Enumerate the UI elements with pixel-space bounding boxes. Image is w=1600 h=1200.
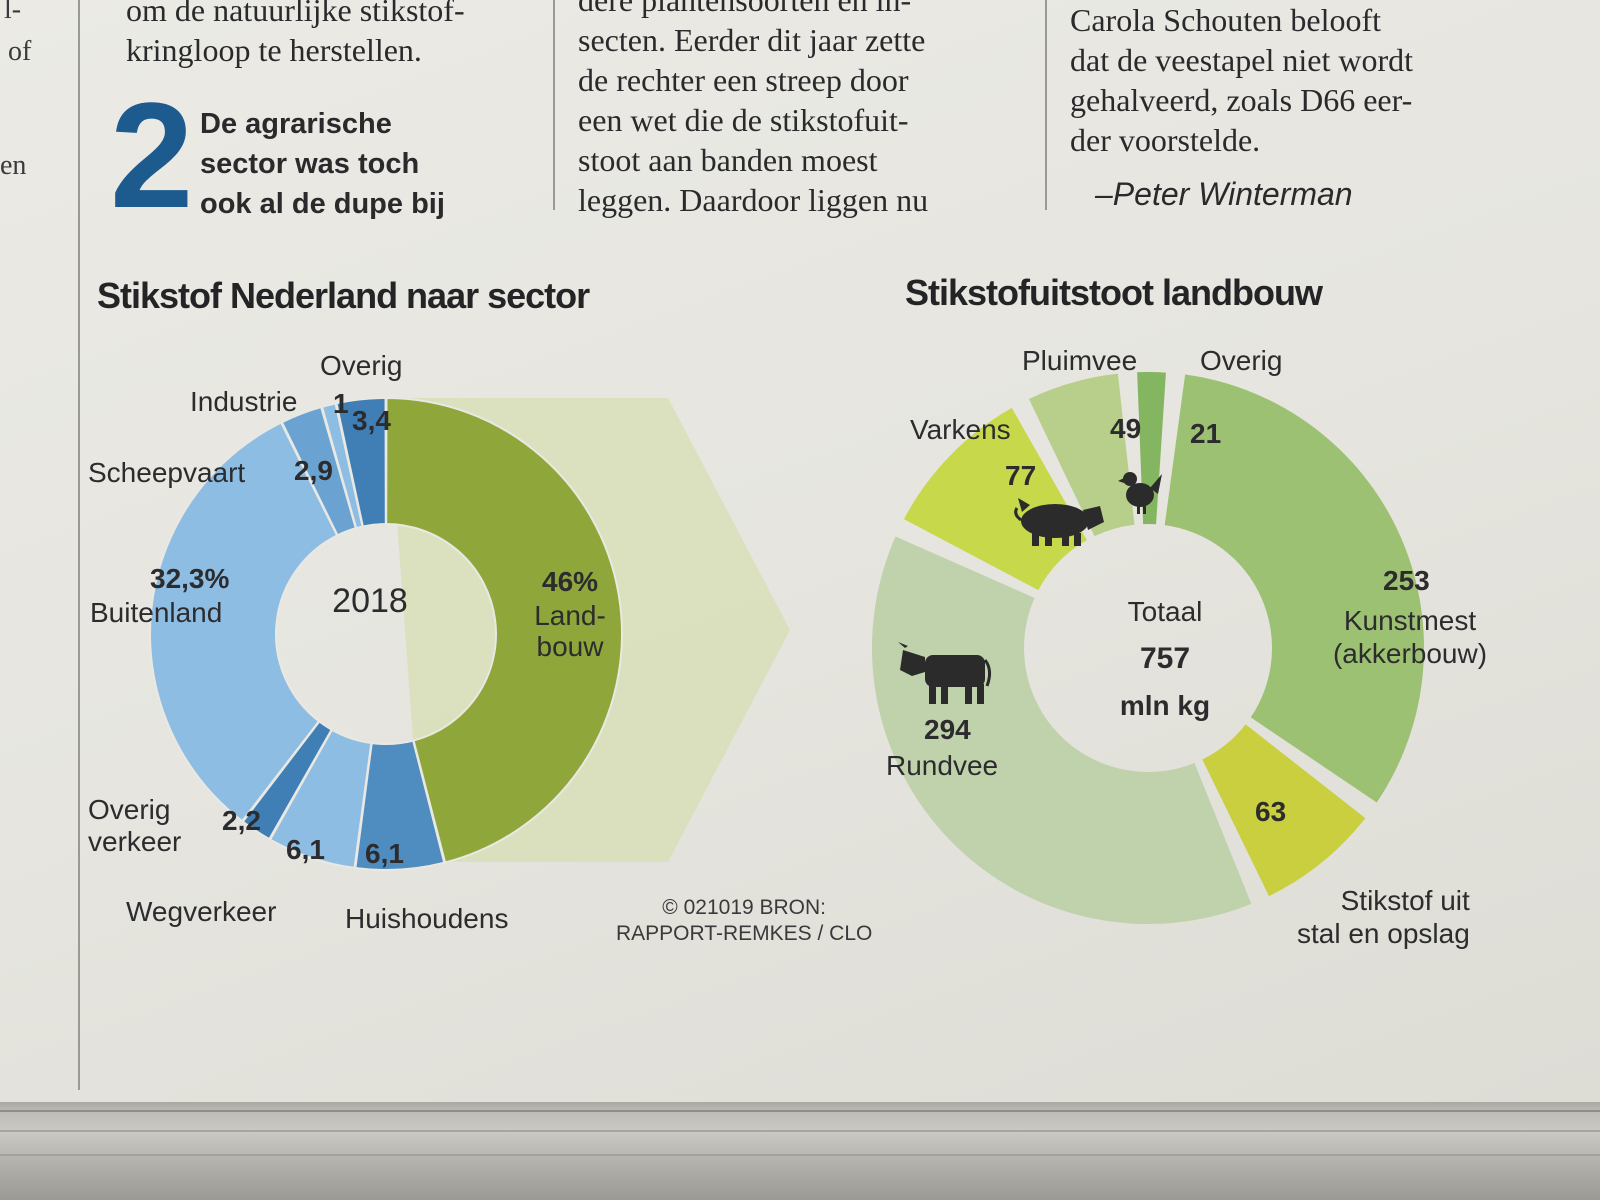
category-label-overig-landbouw: Overig bbox=[1200, 345, 1283, 376]
category-label-huishoudens: Huishoudens bbox=[345, 903, 509, 934]
value-label-rundvee: 294 bbox=[924, 714, 971, 745]
value-label-buitenland: 32,3% bbox=[150, 563, 230, 594]
chart-title-sector: Stikstof Nederland naar sector bbox=[97, 275, 590, 316]
cow-icon bbox=[898, 642, 992, 704]
value-label-overig-landbouw: 21 bbox=[1190, 418, 1222, 449]
chicken-icon bbox=[1118, 472, 1162, 514]
donut-chart-landbouw bbox=[872, 372, 1425, 924]
text-line: om de natuurlijke stikstof- bbox=[126, 0, 465, 28]
text-line: De agrarische bbox=[200, 108, 392, 140]
donut-slice-pluimvee bbox=[1028, 373, 1135, 537]
article-column-1: om de natuurlijke stikstof- kringloop te… bbox=[126, 0, 465, 70]
paper-stack-edge bbox=[0, 1102, 1600, 1200]
value-label-landbouw: 46% bbox=[542, 566, 599, 597]
category-label-kunstmest: Kunstmest (akkerbouw) bbox=[1332, 605, 1488, 669]
donut1-center-label: 2018 bbox=[332, 582, 408, 620]
value-label-pluimvee: 49 bbox=[1110, 413, 1142, 444]
text-fragment: en bbox=[0, 150, 27, 181]
text-line: stoot aan banden moest bbox=[578, 142, 878, 178]
donut-slice-buitenland bbox=[149, 421, 339, 823]
edge-line bbox=[0, 1110, 1600, 1112]
article-column-2: dere plantensoorten en in- secten. Eerde… bbox=[578, 0, 928, 220]
text-line: de rechter een streep door bbox=[578, 62, 909, 98]
donut2-center-title: Totaal bbox=[1127, 596, 1203, 627]
donut-slice-landbouw bbox=[385, 396, 623, 864]
edge-line bbox=[0, 1154, 1600, 1156]
column-rule bbox=[1045, 0, 1047, 210]
text-line: leggen. Daardoor liggen nu bbox=[578, 182, 929, 218]
callout-text: De agrarische sector was toch ook al de … bbox=[200, 104, 445, 224]
pig-icon bbox=[1014, 498, 1104, 546]
donut-chart-sector bbox=[149, 396, 623, 871]
text-fragment: l- bbox=[4, 0, 22, 25]
value-label-scheepvaart: 2,9 bbox=[294, 455, 333, 486]
donut-slice-kunstmest bbox=[1164, 374, 1425, 803]
text-line: een wet die de stikstofuit- bbox=[578, 102, 909, 138]
donut-slice-overig bbox=[335, 396, 387, 528]
category-label-pluimvee: Pluimvee bbox=[1022, 345, 1138, 376]
value-label-overig-verkeer: 2,2 bbox=[222, 805, 261, 836]
article-column-3: Carola Schouten belooft dat de veestapel… bbox=[1070, 0, 1413, 160]
value-label-stal: 63 bbox=[1255, 796, 1287, 827]
text-line: Carola Schouten belooft bbox=[1070, 2, 1382, 38]
value-label-huishoudens: 6,1 bbox=[365, 838, 404, 869]
chart-title-landbouw: Stikstofuitstoot landbouw bbox=[905, 272, 1323, 313]
donut2-center-total: 757 bbox=[1139, 642, 1191, 675]
text-fragment: of bbox=[8, 36, 32, 67]
source-credit: © 021019 BRON: RAPPORT-REMKES / CLO bbox=[616, 895, 872, 947]
source-line: © 021019 BRON: bbox=[662, 896, 827, 919]
text-line: ook al de dupe bij bbox=[200, 188, 445, 220]
value-label-industrie: 1 bbox=[333, 388, 349, 419]
donut-slice-stal bbox=[1202, 724, 1366, 897]
donut-slice-rundvee bbox=[872, 536, 1252, 924]
category-label-industrie: Industrie bbox=[190, 386, 298, 417]
text-line: dere plantensoorten en in- bbox=[578, 0, 912, 18]
text-line: kringloop te herstellen. bbox=[126, 32, 422, 68]
category-label-overig: Overig bbox=[320, 350, 403, 381]
category-label-landbouw: Land- bouw bbox=[534, 600, 606, 662]
byline: –Peter Winterman bbox=[1095, 176, 1353, 212]
value-label-overig: 3,4 bbox=[352, 405, 391, 436]
edge-line bbox=[0, 1130, 1600, 1132]
callout-number: 2 bbox=[110, 71, 194, 239]
value-label-varkens: 77 bbox=[1005, 460, 1037, 491]
source-line: RAPPORT-REMKES / CLO bbox=[616, 922, 873, 945]
column-rule bbox=[553, 0, 555, 210]
text-line: sector was toch bbox=[200, 148, 420, 180]
text-line: der voorstelde. bbox=[1070, 122, 1261, 158]
category-label-scheepvaart: Scheepvaart bbox=[88, 457, 246, 488]
text-line: secten. Eerder dit jaar zette bbox=[578, 22, 926, 58]
value-label-wegverkeer: 6,1 bbox=[286, 834, 325, 865]
text-line: dat de veestapel niet wordt bbox=[1070, 42, 1413, 78]
category-label-stal: Stikstof uit stal en opslag bbox=[1297, 885, 1470, 949]
text-line: gehalveerd, zoals D66 eer- bbox=[1070, 82, 1413, 118]
category-label-varkens: Varkens bbox=[910, 414, 1011, 445]
category-label-overig-verkeer: Overig verkeer bbox=[88, 794, 182, 857]
column-rule bbox=[78, 0, 80, 1090]
category-label-rundvee: Rundvee bbox=[886, 750, 999, 781]
donut2-center-unit: mln kg bbox=[1119, 690, 1211, 721]
category-label-wegverkeer: Wegverkeer bbox=[126, 896, 277, 927]
value-label-kunstmest: 253 bbox=[1383, 565, 1430, 596]
donut-slice-varkens bbox=[903, 407, 1087, 591]
animal-icons bbox=[898, 472, 1162, 704]
category-label-buitenland: Buitenland bbox=[90, 597, 223, 628]
